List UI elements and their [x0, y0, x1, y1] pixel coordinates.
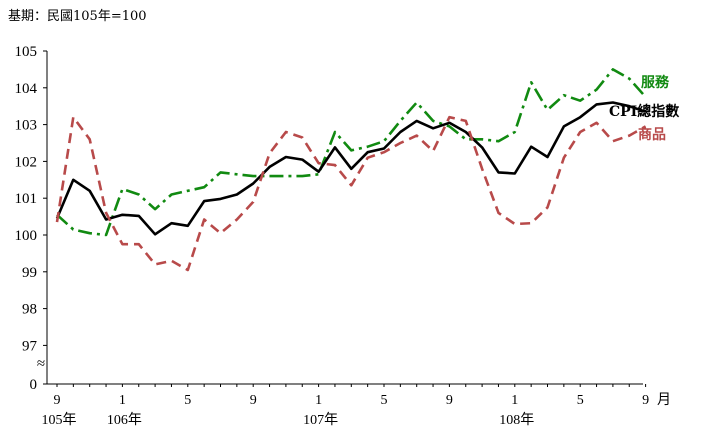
x-tick-label: 5	[577, 393, 584, 408]
y-tick-label: 102	[15, 154, 38, 170]
y-tick-label: 100	[15, 228, 38, 244]
y-tick-label: 99	[22, 265, 37, 281]
y-tick-label: 103	[15, 118, 38, 134]
series-line-0	[56, 68, 647, 237]
series-layer	[55, 68, 647, 272]
series-label-1: CPI總指數	[609, 103, 679, 120]
y-tick-label: 101	[15, 191, 38, 207]
x-tick-label: 5	[184, 393, 191, 408]
x-axis-unit: 月	[657, 392, 671, 408]
y-tick-label: 0	[30, 377, 38, 393]
year-label: 105年	[42, 412, 77, 428]
base-period-note: 基期：民國105年=100	[8, 9, 147, 24]
x-tick-label: 9	[54, 393, 61, 408]
axis-break-symbol: ≈	[37, 356, 45, 372]
x-tick-label: 5	[381, 393, 388, 408]
year-label: 107年	[303, 412, 338, 428]
x-tick-label: 9	[250, 393, 257, 408]
x-tick-label: 1	[315, 393, 322, 408]
x-tick-label: 1	[511, 393, 518, 408]
x-tick-label: 1	[119, 393, 126, 408]
series-line-1	[55, 101, 647, 236]
y-tick-label: 98	[22, 302, 37, 318]
series-line-2	[55, 115, 647, 272]
y-tick-label: 97	[22, 338, 38, 354]
series-label-0: 服務	[641, 74, 670, 91]
x-tick-label: 9	[446, 393, 453, 408]
year-label: 106年	[107, 412, 142, 428]
series-label-2: 商品	[638, 126, 666, 143]
y-tick-label: 104	[15, 81, 38, 97]
year-label: 108年	[499, 412, 534, 428]
y-tick-label: 105	[15, 44, 38, 60]
x-tick-label: 9	[642, 393, 649, 408]
